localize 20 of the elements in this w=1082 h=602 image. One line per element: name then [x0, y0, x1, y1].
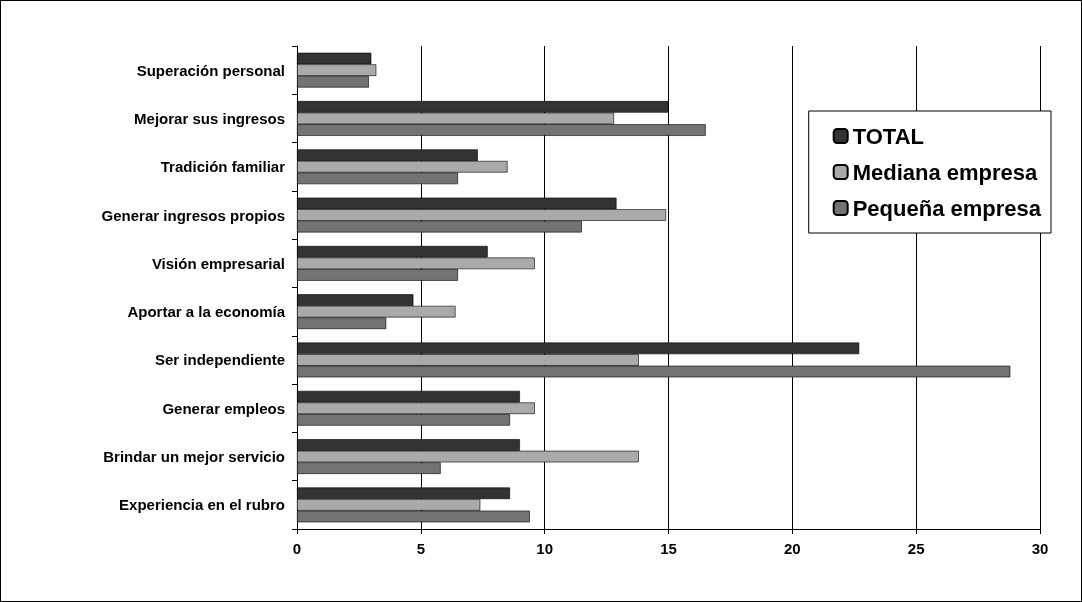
- x-tick-label: 0: [292, 540, 302, 557]
- x-tick-label: 25: [907, 540, 925, 557]
- y-tick-label: Superación personal: [136, 61, 285, 79]
- y-tick-label: Generar ingresos propios: [101, 206, 285, 224]
- x-tick-label: 30: [1031, 540, 1049, 557]
- y-tick-label: Generar empleos: [162, 399, 285, 417]
- y-tick-label: Visión empresarial: [151, 254, 285, 272]
- x-tick-label: 20: [783, 540, 801, 557]
- y-tick-label: Brindar un mejor servicio: [103, 448, 285, 466]
- legend-label: TOTAL: [852, 123, 924, 149]
- legend-label: Pequeña empresa: [852, 195, 1042, 221]
- legend-label: Mediana empresa: [852, 159, 1039, 185]
- y-tick-label: Ser independiente: [154, 351, 285, 369]
- y-tick-label: Experiencia en el rubro: [119, 496, 285, 514]
- y-tick-label: Aportar a la economía: [127, 303, 286, 321]
- x-tick-label: 15: [660, 540, 677, 557]
- y-tick-label: Tradición familiar: [160, 158, 286, 176]
- y-tick-label: Mejorar sus ingresos: [134, 109, 285, 127]
- x-tick-label: 10: [536, 540, 554, 557]
- x-tick-label: 5: [416, 540, 426, 557]
